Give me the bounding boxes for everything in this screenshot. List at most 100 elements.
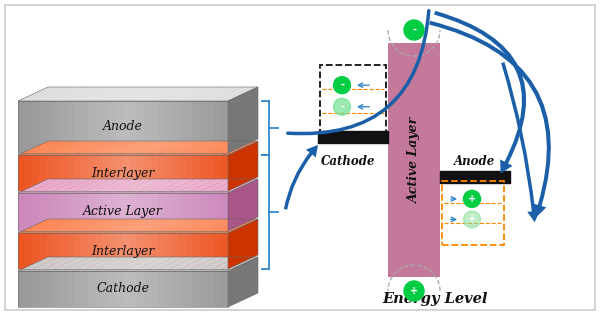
Polygon shape (53, 101, 60, 153)
Polygon shape (186, 179, 227, 193)
Polygon shape (113, 179, 153, 193)
Polygon shape (70, 179, 111, 193)
Polygon shape (144, 257, 185, 271)
Polygon shape (81, 233, 88, 269)
Polygon shape (144, 155, 151, 191)
Polygon shape (109, 271, 116, 307)
Polygon shape (46, 271, 53, 307)
Polygon shape (207, 233, 214, 269)
Polygon shape (53, 233, 60, 269)
Circle shape (334, 77, 350, 94)
Polygon shape (109, 101, 116, 153)
Polygon shape (25, 271, 32, 307)
Polygon shape (95, 271, 102, 307)
Polygon shape (165, 141, 205, 155)
Polygon shape (214, 271, 221, 307)
Polygon shape (18, 87, 59, 101)
Polygon shape (172, 101, 179, 153)
Polygon shape (207, 141, 247, 155)
Text: Cathode: Cathode (97, 283, 149, 295)
Polygon shape (91, 179, 132, 193)
Text: -: - (340, 80, 344, 90)
Polygon shape (91, 87, 132, 101)
Polygon shape (133, 219, 174, 233)
Polygon shape (109, 193, 116, 231)
Polygon shape (154, 219, 195, 233)
Polygon shape (165, 193, 172, 231)
Polygon shape (109, 233, 116, 269)
Text: +: + (410, 286, 418, 296)
Polygon shape (207, 219, 247, 233)
Polygon shape (39, 155, 46, 191)
Polygon shape (95, 155, 102, 191)
Polygon shape (113, 257, 153, 271)
Polygon shape (109, 155, 116, 191)
Polygon shape (67, 271, 74, 307)
Polygon shape (196, 87, 237, 101)
Polygon shape (144, 233, 151, 269)
Polygon shape (207, 101, 214, 153)
Polygon shape (70, 141, 111, 155)
Polygon shape (207, 87, 247, 101)
Polygon shape (91, 141, 132, 155)
Polygon shape (196, 219, 237, 233)
Polygon shape (113, 87, 153, 101)
Polygon shape (29, 179, 69, 193)
Polygon shape (32, 271, 39, 307)
Circle shape (404, 20, 424, 40)
Polygon shape (130, 233, 137, 269)
Polygon shape (123, 233, 130, 269)
Polygon shape (32, 155, 39, 191)
Polygon shape (165, 233, 172, 269)
Polygon shape (158, 155, 165, 191)
Polygon shape (228, 219, 258, 269)
Polygon shape (29, 87, 69, 101)
Polygon shape (123, 257, 163, 271)
Polygon shape (165, 219, 205, 233)
Polygon shape (18, 233, 25, 269)
Polygon shape (165, 179, 205, 193)
Polygon shape (175, 219, 216, 233)
Polygon shape (221, 193, 228, 231)
Polygon shape (186, 233, 193, 269)
Polygon shape (70, 219, 111, 233)
Polygon shape (91, 219, 132, 233)
Polygon shape (165, 155, 172, 191)
Polygon shape (165, 271, 172, 307)
Polygon shape (217, 219, 258, 233)
Polygon shape (186, 219, 227, 233)
Polygon shape (175, 179, 216, 193)
Polygon shape (70, 87, 111, 101)
Polygon shape (74, 155, 81, 191)
Polygon shape (18, 219, 59, 233)
Polygon shape (95, 233, 102, 269)
Text: +: + (468, 215, 476, 224)
Text: Active Layer: Active Layer (407, 117, 421, 203)
Polygon shape (74, 193, 81, 231)
Text: Energy Level: Energy Level (382, 292, 488, 306)
Polygon shape (53, 155, 60, 191)
Polygon shape (196, 141, 237, 155)
Polygon shape (18, 271, 25, 307)
Polygon shape (217, 257, 258, 271)
FancyArrowPatch shape (501, 62, 540, 222)
Polygon shape (67, 233, 74, 269)
Polygon shape (193, 101, 200, 153)
Polygon shape (172, 233, 179, 269)
Polygon shape (67, 101, 74, 153)
Polygon shape (207, 179, 247, 193)
Polygon shape (102, 179, 143, 193)
Polygon shape (151, 233, 158, 269)
Polygon shape (88, 271, 95, 307)
Polygon shape (165, 257, 205, 271)
Polygon shape (88, 233, 95, 269)
Polygon shape (200, 101, 207, 153)
Polygon shape (186, 271, 193, 307)
Text: -: - (340, 102, 344, 112)
Polygon shape (179, 233, 186, 269)
FancyArrowPatch shape (288, 11, 429, 134)
Polygon shape (113, 141, 153, 155)
Polygon shape (154, 141, 195, 155)
Text: Active Layer: Active Layer (83, 205, 163, 219)
Polygon shape (186, 101, 193, 153)
